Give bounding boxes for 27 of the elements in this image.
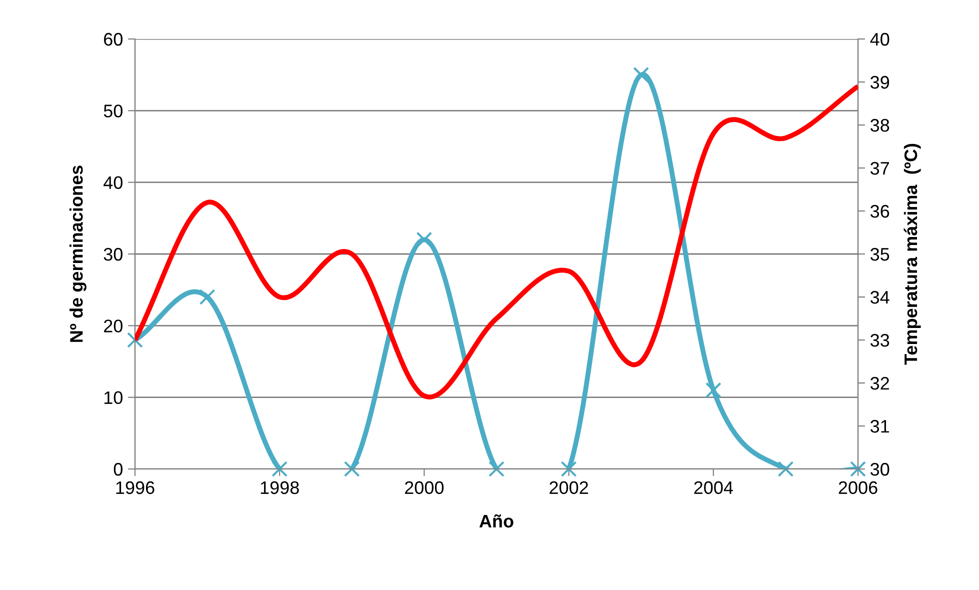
y2-tick-label: 40: [870, 32, 890, 46]
y2-tick-label: 30: [870, 462, 890, 476]
y2-tick-label: 38: [870, 118, 890, 132]
y-tick-label: 50: [104, 104, 122, 118]
x-tick-label: 2002: [550, 481, 588, 494]
y-tick-label: 60: [104, 32, 122, 46]
y2-tick-label: 37: [870, 162, 889, 175]
x-axis-title: Año: [479, 514, 514, 528]
y-axis-title: Nº de germinaciones: [70, 166, 86, 342]
x-tick-label: 1998: [260, 481, 299, 494]
y2-tick-label: 35: [870, 248, 890, 261]
y-tick-label: 10: [104, 391, 122, 404]
y-tick-label: 0: [114, 462, 122, 476]
y-tick-label: 30: [104, 248, 122, 261]
x-tick-label: 2004: [694, 481, 733, 494]
y2-tick-label: 31: [870, 420, 890, 433]
y-tick-label: 20: [104, 320, 122, 332]
y2-tick-label: 39: [870, 76, 890, 89]
y2-tick-label: 32: [870, 376, 889, 390]
y2-tick-label: 33: [870, 334, 890, 347]
x-tick-label: 2000: [405, 481, 444, 494]
y2-tick-label: 34: [870, 290, 890, 304]
y-tick-label: 40: [104, 176, 122, 190]
x-tick-label: 2006: [838, 481, 878, 494]
x-tick-label: 1996: [116, 481, 154, 494]
y2-tick-label: 36: [870, 204, 890, 218]
y2-axis-title: Temperatura máxima (ºC): [904, 144, 921, 365]
